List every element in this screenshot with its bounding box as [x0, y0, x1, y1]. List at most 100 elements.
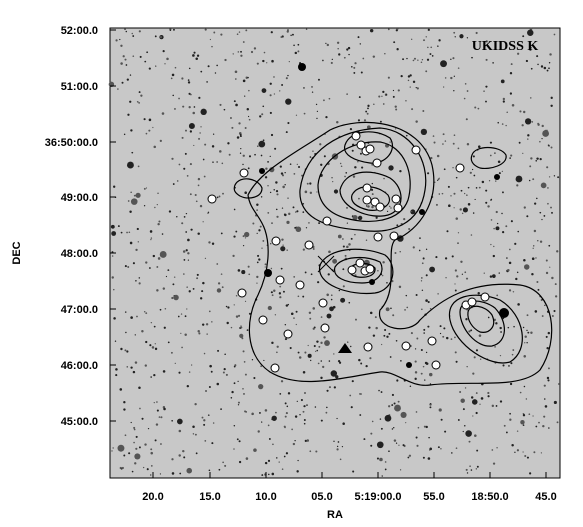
- star: [496, 294, 499, 297]
- star: [394, 251, 397, 254]
- star: [547, 331, 551, 335]
- star: [246, 329, 249, 332]
- source: [275, 275, 285, 285]
- star: [262, 105, 265, 108]
- star: [269, 111, 272, 115]
- star: [485, 100, 487, 103]
- star: [223, 108, 226, 111]
- star: [318, 222, 321, 225]
- star: [466, 472, 469, 474]
- star: [550, 146, 553, 149]
- star: [245, 76, 248, 79]
- source: [389, 231, 399, 241]
- star: [295, 211, 297, 213]
- source: [391, 194, 401, 204]
- star: [420, 372, 423, 375]
- star: [496, 222, 499, 225]
- star: [471, 56, 473, 59]
- star: [444, 257, 448, 260]
- star: [316, 110, 319, 113]
- star: [545, 271, 549, 275]
- star: [264, 461, 268, 465]
- star: [165, 275, 168, 278]
- star: [527, 138, 529, 140]
- star: [386, 210, 389, 213]
- star: [447, 185, 450, 188]
- star: [320, 360, 323, 362]
- star: [387, 76, 390, 79]
- star: [224, 464, 227, 467]
- star: [134, 334, 136, 336]
- star: [310, 359, 312, 362]
- star: [384, 53, 386, 55]
- star: [156, 265, 159, 268]
- star: [237, 401, 240, 404]
- star: [429, 406, 432, 409]
- star: [171, 73, 175, 77]
- star: [453, 207, 455, 209]
- star: [303, 392, 306, 395]
- star: [373, 103, 375, 106]
- star: [204, 28, 207, 31]
- star: [199, 204, 203, 208]
- star: [117, 444, 125, 452]
- star: [122, 55, 125, 58]
- star: [423, 328, 426, 331]
- star: [181, 136, 184, 139]
- star: [529, 165, 532, 168]
- star: [516, 271, 519, 274]
- star: [211, 45, 213, 48]
- star: [210, 370, 213, 373]
- star: [499, 400, 503, 403]
- star: [314, 406, 317, 408]
- star: [318, 345, 321, 348]
- star: [312, 248, 315, 250]
- star: [236, 438, 239, 441]
- source: [258, 315, 268, 325]
- star: [330, 61, 333, 65]
- star: [443, 327, 446, 330]
- star: [216, 263, 219, 265]
- star: [422, 257, 425, 260]
- star: [131, 470, 134, 473]
- star: [233, 235, 236, 238]
- star: [224, 353, 226, 356]
- star: [376, 457, 380, 460]
- star: [267, 459, 271, 462]
- star: [123, 133, 126, 136]
- star: [342, 268, 345, 271]
- star: [235, 294, 238, 297]
- star: [384, 414, 392, 422]
- star: [543, 384, 546, 387]
- star: [333, 353, 335, 355]
- star: [316, 340, 319, 343]
- star: [123, 408, 126, 411]
- star: [438, 39, 441, 42]
- star: [409, 385, 412, 388]
- star: [357, 161, 359, 163]
- star: [232, 254, 235, 258]
- star: [363, 119, 367, 122]
- star: [544, 304, 546, 307]
- star: [440, 418, 443, 421]
- star: [257, 145, 259, 147]
- star: [129, 100, 132, 103]
- x-axis-title: RA: [327, 509, 343, 521]
- star: [528, 413, 531, 416]
- star: [421, 289, 424, 292]
- star: [381, 95, 383, 98]
- star: [323, 99, 325, 102]
- star: [235, 315, 239, 318]
- star: [123, 454, 126, 457]
- star: [243, 361, 246, 363]
- star: [176, 418, 183, 425]
- star: [248, 273, 251, 276]
- y-axis-title: DEC: [11, 241, 23, 264]
- star: [536, 157, 539, 160]
- star: [438, 177, 440, 179]
- star: [328, 97, 331, 100]
- star: [489, 275, 493, 278]
- star: [358, 197, 360, 200]
- star: [371, 193, 374, 196]
- star: [221, 162, 224, 165]
